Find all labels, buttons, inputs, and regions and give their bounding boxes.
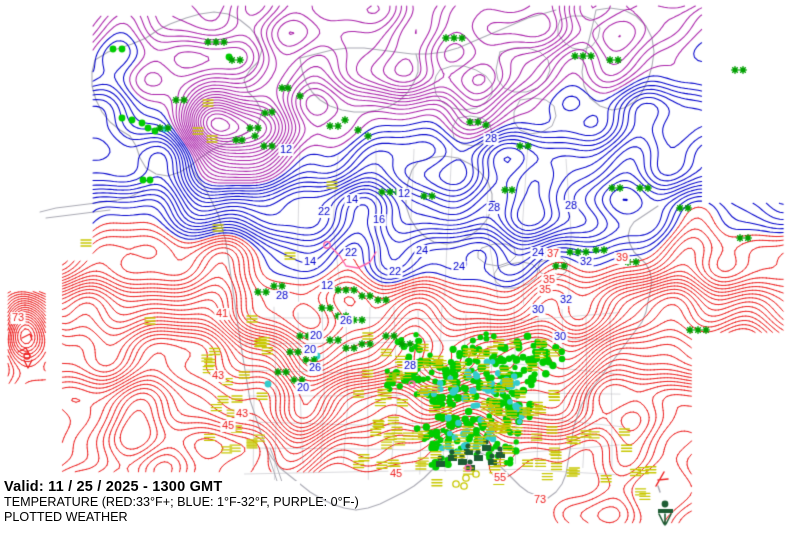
product-name-label: PLOTTED WEATHER	[4, 509, 128, 524]
valid-time-label: Valid: 11 / 25 / 2025 - 1300 GMT	[4, 479, 223, 495]
temperature-legend-label: TEMPERATURE (RED:33°F+; BLUE: 1°F-32°F, …	[4, 495, 359, 510]
map-caption: Valid: 11 / 25 / 2025 - 1300 GMT TEMPERA…	[4, 479, 464, 524]
